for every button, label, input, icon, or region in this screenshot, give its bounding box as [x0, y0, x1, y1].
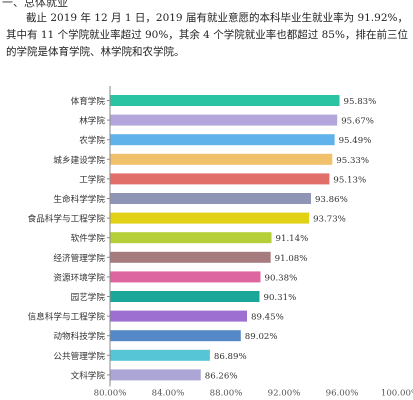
bar [110, 95, 340, 106]
value-label: 89.02% [245, 332, 278, 342]
value-label: 86.89% [214, 352, 247, 362]
heading-text: 一、总体就业 [2, 0, 68, 8]
value-label: 95.83% [344, 97, 377, 107]
category-label: 工学院 [79, 173, 105, 185]
x-tick-label: 96.00% [326, 388, 359, 398]
bar [110, 173, 330, 185]
bar [110, 193, 311, 204]
intro-paragraph: 截止 2019 年 12 月 1 日，2019 届有就业意愿的本科毕业生就业率为… [6, 10, 408, 61]
bar [110, 212, 310, 224]
x-tick-label: 100.00% [381, 388, 413, 398]
bar [110, 291, 260, 302]
category-label: 园艺学院 [71, 291, 106, 303]
value-label: 86.26% [205, 371, 238, 381]
heading-fragment: 一、总体就业 [0, 0, 120, 8]
category-label: 动物科技学院 [53, 330, 105, 342]
bar [110, 369, 201, 381]
paragraph-text: 截止 2019 年 12 月 1 日，2019 届有就业意愿的本科毕业生就业率为… [6, 12, 408, 58]
category-label: 林学院 [79, 115, 105, 127]
value-label: 95.67% [341, 117, 374, 127]
value-label: 93.86% [315, 195, 348, 205]
value-label: 91.08% [275, 254, 308, 264]
category-label: 文科学院 [71, 369, 106, 381]
bar [110, 310, 248, 322]
x-tick-label: 84.00% [152, 388, 185, 398]
value-label: 90.31% [263, 293, 296, 303]
category-label: 公共管理学院 [53, 350, 105, 362]
bar [110, 134, 335, 146]
bar [110, 330, 241, 342]
category-label: 资源环境学院 [53, 271, 105, 283]
employment-rate-chart: 体育学院 95.83% 林学院 95.67% 农学院 95.49% 城乡建设学院 95.33%… [28, 86, 413, 398]
x-tick-label: 80.00% [94, 388, 127, 398]
category-label: 体育学院 [71, 95, 106, 107]
category-label: 城乡建设学院 [53, 154, 105, 166]
category-label: 生命科学学院 [53, 193, 105, 205]
bar [110, 232, 272, 244]
value-label: 95.49% [339, 136, 372, 146]
bar [110, 153, 333, 165]
bar [110, 251, 271, 263]
category-label: 经济管理学院 [53, 252, 105, 264]
x-tick-label: 92.00% [268, 388, 301, 398]
category-label: 软件学院 [71, 232, 106, 244]
category-label: 农学院 [79, 134, 105, 146]
category-label: 食品科学与工程学院 [28, 213, 106, 225]
value-label: 90.38% [265, 273, 298, 283]
value-label: 95.13% [333, 175, 366, 185]
x-tick-label: 88.00% [210, 388, 243, 398]
category-label: 信息科学与工程学院 [28, 311, 106, 323]
bar [110, 271, 261, 283]
value-label: 89.45% [251, 313, 284, 323]
value-label: 95.33% [336, 156, 369, 166]
value-label: 91.14% [276, 234, 309, 244]
value-label: 93.73% [313, 215, 346, 225]
bar [110, 349, 210, 361]
bar [110, 114, 338, 126]
